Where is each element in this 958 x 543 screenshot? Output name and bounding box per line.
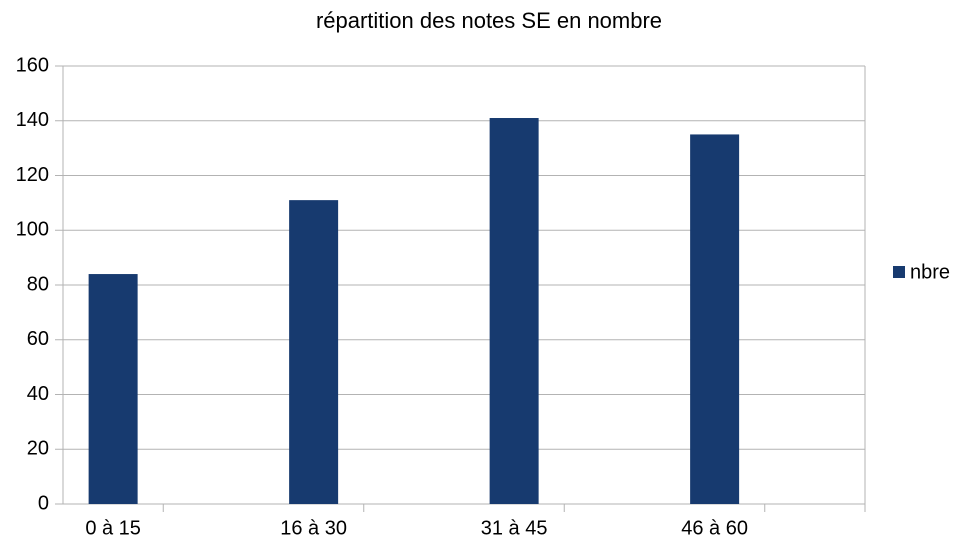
- bar: [489, 118, 539, 504]
- bar: [690, 134, 740, 504]
- chart-title: répartition des notes SE en nombre: [316, 8, 662, 33]
- y-tick-label: 0: [38, 492, 49, 514]
- x-tick-label: 16 à 30: [280, 517, 347, 539]
- legend-swatch: [893, 266, 905, 278]
- x-tick-label: 46 à 60: [681, 517, 748, 539]
- x-tick-label: 0 à 15: [85, 517, 141, 539]
- y-tick-label: 60: [27, 328, 49, 350]
- y-tick-label: 20: [27, 438, 49, 460]
- y-tick-label: 140: [16, 109, 49, 131]
- bar: [88, 274, 138, 504]
- y-tick-label: 80: [27, 273, 49, 295]
- x-tick-label: 31 à 45: [481, 517, 548, 539]
- y-tick-label: 160: [16, 54, 49, 76]
- y-tick-label: 40: [27, 383, 49, 405]
- y-tick-label: 120: [16, 164, 49, 186]
- y-tick-label: 100: [16, 219, 49, 241]
- bar: [289, 200, 339, 504]
- legend-label: nbre: [910, 261, 950, 283]
